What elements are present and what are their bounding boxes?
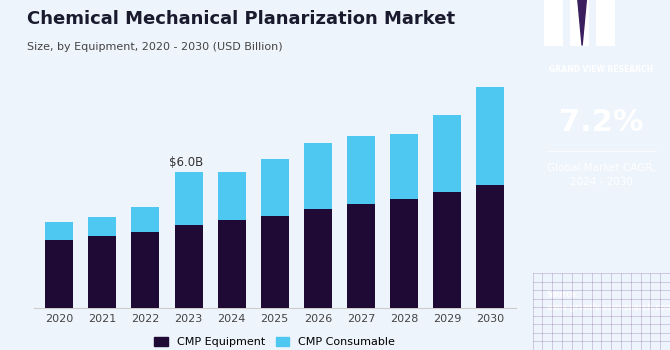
Bar [218, 172, 246, 220]
Bar [433, 115, 461, 192]
Text: $6.0B: $6.0B [170, 156, 204, 169]
Text: Size, by Equipment, 2020 - 2030 (USD Billion): Size, by Equipment, 2020 - 2030 (USD Bil… [27, 42, 283, 52]
Bar [347, 204, 375, 308]
Bar [433, 192, 461, 308]
Bar [390, 134, 418, 199]
Bar [46, 222, 73, 240]
FancyBboxPatch shape [596, 0, 615, 46]
Bar [390, 199, 418, 308]
Bar [88, 236, 117, 308]
Bar [476, 87, 504, 185]
Bar [131, 232, 159, 308]
Bar [46, 240, 73, 308]
Bar [261, 159, 289, 216]
Bar [304, 143, 332, 209]
Bar [347, 136, 375, 204]
Bar [175, 225, 202, 308]
Bar [131, 207, 159, 232]
Text: 7.2%: 7.2% [559, 108, 644, 137]
Bar [218, 220, 246, 308]
Bar [88, 217, 117, 236]
Legend: CMP Equipment, CMP Consumable: CMP Equipment, CMP Consumable [150, 332, 399, 350]
FancyBboxPatch shape [570, 0, 589, 46]
Text: GRAND VIEW RESEARCH: GRAND VIEW RESEARCH [549, 65, 653, 75]
Text: Chemical Mechanical Planarization Market: Chemical Mechanical Planarization Market [27, 10, 455, 28]
Bar [304, 209, 332, 308]
Bar [261, 216, 289, 308]
Bar [476, 185, 504, 308]
Polygon shape [576, 0, 589, 46]
Bar [175, 172, 202, 225]
Text: Source:
www.grandviewresearch.com: Source: www.grandviewresearch.com [547, 290, 670, 312]
FancyBboxPatch shape [543, 0, 563, 46]
Text: Global Market CAGR,
2024 - 2030: Global Market CAGR, 2024 - 2030 [547, 163, 656, 187]
